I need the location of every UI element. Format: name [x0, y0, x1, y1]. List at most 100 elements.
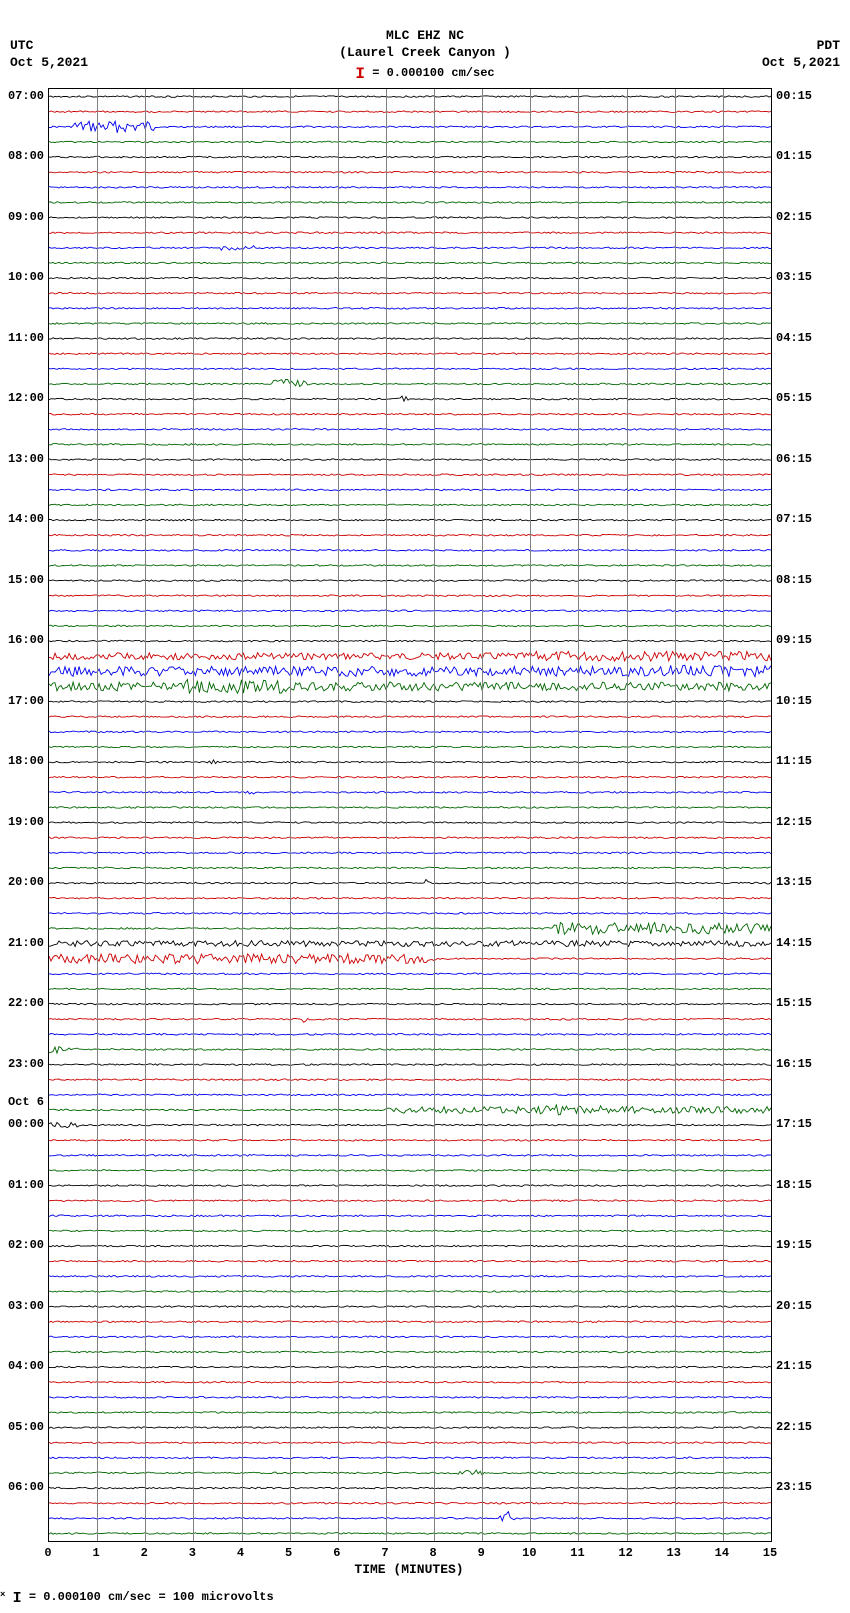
footer-marker-icon: ×	[0, 1590, 5, 1600]
seismic-trace	[49, 1170, 771, 1172]
pdt-time-label: 18:15	[776, 1178, 812, 1192]
seismic-trace	[49, 1470, 771, 1475]
pdt-time-label: 03:15	[776, 270, 812, 284]
utc-time-label: 07:00	[0, 89, 44, 103]
seismic-trace	[49, 1185, 771, 1187]
seismic-trace	[49, 187, 771, 189]
x-tick: 10	[522, 1546, 536, 1560]
pdt-time-label: 21:15	[776, 1359, 812, 1373]
x-tick: 8	[429, 1546, 436, 1560]
utc-time-label: 02:00	[0, 1238, 44, 1252]
seismic-trace	[49, 880, 771, 884]
chart-header: MLC EHZ NC (Laurel Creek Canyon ) I = 0.…	[0, 0, 850, 85]
gridline-v	[242, 89, 243, 1541]
pdt-time-label: 08:15	[776, 573, 812, 587]
gridline-v	[97, 89, 98, 1541]
utc-time-label: 17:00	[0, 694, 44, 708]
x-tick: 15	[763, 1546, 777, 1560]
footer-scale: × I = 0.000100 cm/sec = 100 microvolts	[0, 1590, 274, 1607]
seismic-trace	[49, 580, 771, 582]
pdt-time-label: 20:15	[776, 1299, 812, 1313]
seismic-trace	[49, 1260, 771, 1262]
pdt-time-axis: 00:1501:1502:1503:1504:1505:1506:1507:15…	[772, 88, 850, 1540]
seismic-trace	[49, 988, 771, 990]
seismic-trace	[49, 156, 771, 158]
seismogram-plot	[48, 88, 772, 1542]
gridline-v	[530, 89, 531, 1541]
scale-indicator: I = 0.000100 cm/sec	[0, 64, 850, 85]
seismic-trace	[49, 565, 771, 567]
seismic-trace	[49, 277, 771, 279]
pdt-time-label: 12:15	[776, 815, 812, 829]
seismic-trace	[49, 1215, 771, 1217]
pdt-date: Oct 5,2021	[762, 55, 840, 72]
trace-canvas	[49, 89, 771, 1541]
x-tick: 3	[189, 1546, 196, 1560]
x-tick: 5	[285, 1546, 292, 1560]
x-tick: 12	[618, 1546, 632, 1560]
seismic-trace	[49, 368, 771, 370]
seismic-trace	[49, 413, 771, 415]
utc-time-label: 20:00	[0, 875, 44, 889]
seismic-trace	[49, 760, 771, 764]
x-tick: 14	[715, 1546, 729, 1560]
seismic-trace	[49, 1003, 771, 1005]
seismic-trace	[49, 262, 771, 264]
x-tick: 11	[570, 1546, 584, 1560]
utc-time-label: 21:00	[0, 936, 44, 950]
pdt-zone: PDT	[762, 38, 840, 55]
pdt-time-label: 09:15	[776, 633, 812, 647]
gridline-v	[193, 89, 194, 1541]
utc-time-label: 09:00	[0, 210, 44, 224]
pdt-time-label: 14:15	[776, 936, 812, 950]
gridline-v	[675, 89, 676, 1541]
utc-time-label: 00:00	[0, 1117, 44, 1131]
seismic-trace	[49, 1079, 771, 1081]
seismic-trace	[49, 680, 771, 694]
seismic-trace	[49, 534, 771, 536]
utc-time-label: 04:00	[0, 1359, 44, 1373]
utc-time-label: 16:00	[0, 633, 44, 647]
pdt-time-label: 00:15	[776, 89, 812, 103]
seismic-trace	[49, 640, 771, 642]
seismic-trace	[49, 731, 771, 733]
seismic-trace	[49, 746, 771, 748]
minutes-axis: TIME (MINUTES) 0123456789101112131415	[48, 1540, 770, 1580]
seismic-trace	[49, 807, 771, 809]
utc-label-block: UTC Oct 5,2021	[10, 38, 88, 72]
seismic-trace	[49, 791, 771, 794]
x-tick: 1	[93, 1546, 100, 1560]
scale-text: = 0.000100 cm/sec	[372, 66, 494, 80]
footer-bar-icon: I	[13, 1590, 22, 1607]
seismic-trace	[49, 308, 771, 310]
seismic-trace	[49, 822, 771, 824]
utc-time-label: 12:00	[0, 391, 44, 405]
seismic-trace	[49, 1502, 771, 1504]
utc-time-axis: 07:0008:0009:0010:0011:0012:0013:0014:00…	[0, 88, 45, 1540]
seismic-trace	[49, 1533, 771, 1535]
seismic-trace	[49, 379, 771, 386]
seismic-trace	[49, 941, 771, 947]
seismic-trace	[49, 1321, 771, 1323]
seismic-trace	[49, 1427, 771, 1429]
seismic-trace	[49, 1512, 771, 1521]
seismic-trace	[49, 625, 771, 627]
pdt-time-label: 17:15	[776, 1117, 812, 1131]
seismic-trace	[49, 665, 771, 676]
seismic-trace	[49, 913, 771, 915]
scale-bar-icon: I	[355, 65, 365, 83]
seismic-trace	[49, 396, 771, 401]
pdt-time-label: 05:15	[776, 391, 812, 405]
seismic-trace	[49, 1366, 771, 1368]
x-tick: 0	[44, 1546, 51, 1560]
utc-time-label: 11:00	[0, 331, 44, 345]
utc-time-label: Oct 6	[0, 1095, 44, 1109]
gridline-v	[290, 89, 291, 1541]
utc-time-label: 08:00	[0, 149, 44, 163]
x-tick: 6	[333, 1546, 340, 1560]
seismic-trace	[49, 595, 771, 597]
seismic-trace	[49, 1123, 771, 1128]
seismic-trace	[49, 852, 771, 854]
seismic-trace	[49, 1487, 771, 1489]
seismic-trace	[49, 429, 771, 431]
